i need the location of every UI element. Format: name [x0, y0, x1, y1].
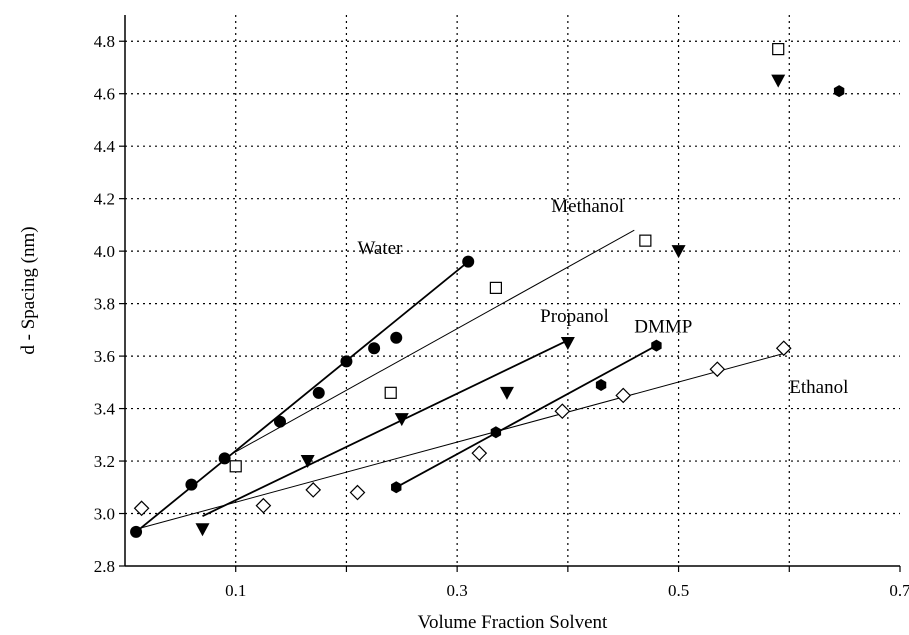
point-water	[274, 415, 286, 428]
series-label-water: Water	[358, 238, 404, 259]
point-water	[462, 255, 475, 268]
point-propanol	[671, 245, 686, 259]
point-methanol	[772, 43, 785, 56]
series-label-dmmp: DMMP	[634, 316, 692, 337]
y-tick-label: 4.6	[94, 85, 115, 104]
point-dmmp	[651, 339, 662, 352]
y-tick-label: 4.8	[94, 32, 115, 51]
point-ethanol	[775, 340, 792, 357]
point-propanol	[300, 455, 315, 469]
point-ethanol	[471, 445, 488, 462]
y-tick-label: 4.2	[94, 190, 115, 209]
x-tick-label: 0.5	[668, 581, 689, 600]
y-tick-label: 4.0	[94, 242, 115, 261]
point-water	[130, 525, 143, 538]
fit-line-water	[135, 260, 469, 533]
point-methanol	[229, 460, 242, 473]
point-water	[390, 331, 403, 344]
point-ethanol	[554, 403, 571, 420]
series-label-propanol: Propanol	[540, 306, 609, 327]
fit-line-propanol	[202, 339, 569, 517]
series-label-ethanol: Ethanol	[789, 377, 848, 398]
point-methanol	[489, 281, 502, 294]
point-water	[312, 386, 325, 399]
fit-lines	[135, 229, 784, 533]
point-methanol	[384, 386, 397, 399]
series-labels: Water Methanol Propanol DMMP Ethanol	[358, 196, 849, 398]
y-tick-label: 3.6	[94, 347, 115, 366]
point-water	[185, 478, 198, 491]
grid	[125, 15, 900, 566]
point-propanol	[394, 413, 409, 427]
point-water	[368, 342, 381, 355]
tick-labels: 2.8 3.0 3.2 3.4 3.6 3.8 4.0 4.2 4.4 4.6 4.8 0.1 0.3 0…	[94, 32, 909, 600]
point-propanol	[771, 74, 786, 88]
point-dmmp	[833, 85, 845, 98]
y-axis-label: d - Spacing (nm)	[18, 226, 39, 354]
data-points	[130, 43, 845, 538]
y-tick-label: 4.4	[94, 137, 116, 156]
y-tick-label: 2.8	[94, 557, 115, 576]
point-water	[218, 452, 231, 465]
x-tick-label: 0.7	[889, 581, 909, 600]
point-ethanol	[709, 361, 726, 378]
y-tick-label: 3.2	[94, 452, 115, 471]
fit-line-methanol	[218, 229, 635, 462]
point-ethanol	[615, 387, 632, 404]
fit-line-dmmp	[395, 344, 657, 489]
point-water	[340, 355, 353, 368]
point-ethanol	[349, 484, 366, 501]
y-tick-label: 3.8	[94, 295, 115, 314]
point-propanol	[195, 523, 210, 537]
axes	[119, 15, 901, 572]
x-axis-label: Volume Fraction Solvent	[418, 612, 608, 633]
x-tick-label: 0.1	[225, 581, 246, 600]
point-dmmp	[490, 426, 502, 439]
fit-line-ethanol	[135, 352, 784, 530]
point-ethanol	[305, 482, 322, 498]
point-methanol	[639, 234, 652, 247]
point-dmmp	[391, 481, 402, 494]
x-tick-label: 0.3	[447, 581, 468, 600]
y-tick-label: 3.4	[94, 400, 116, 419]
y-tick-label: 3.0	[94, 505, 115, 524]
point-propanol	[499, 386, 514, 400]
point-ethanol	[133, 500, 150, 517]
series-label-methanol: Methanol	[551, 196, 624, 217]
point-dmmp	[595, 378, 607, 391]
point-propanol	[560, 336, 575, 350]
point-ethanol	[255, 497, 272, 514]
